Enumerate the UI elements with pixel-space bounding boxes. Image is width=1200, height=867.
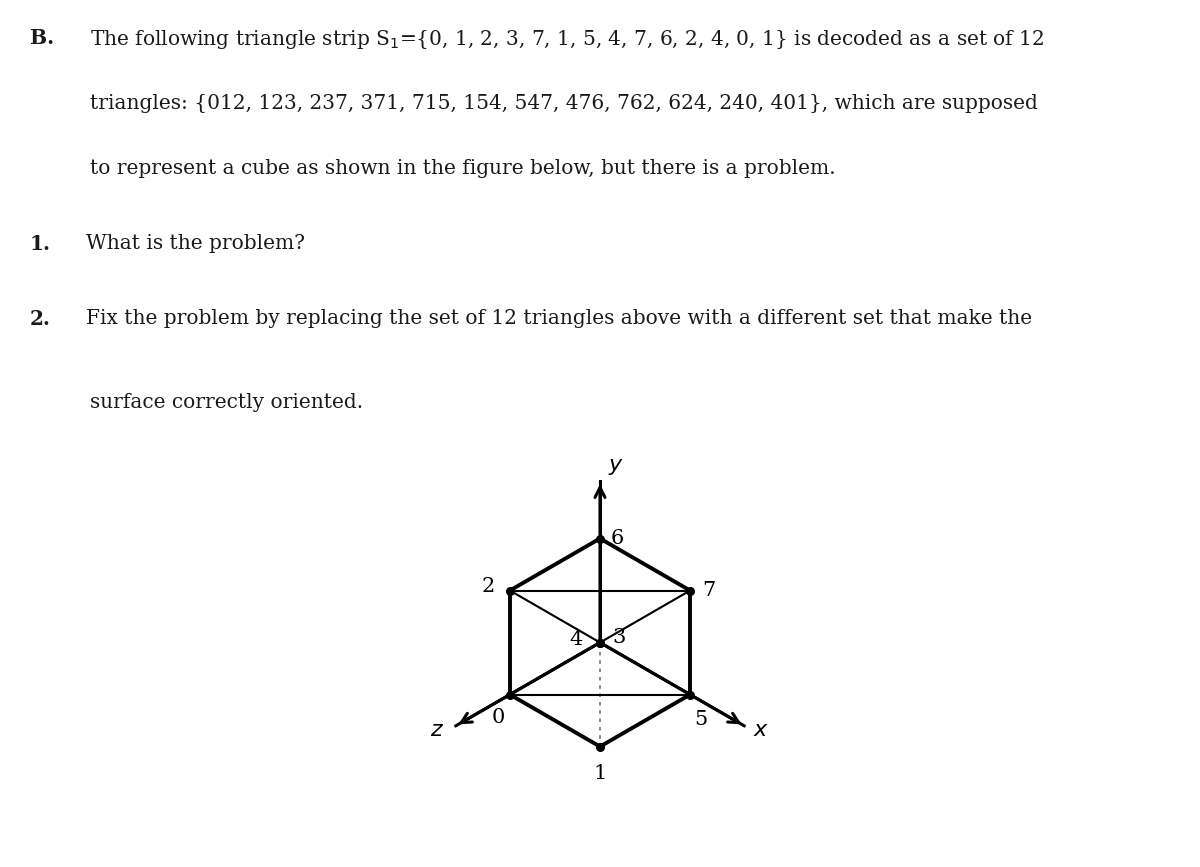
Text: 5: 5 bbox=[695, 710, 708, 729]
Text: 0: 0 bbox=[492, 708, 505, 727]
Text: surface correctly oriented.: surface correctly oriented. bbox=[90, 394, 364, 413]
Text: 2.: 2. bbox=[30, 309, 50, 329]
Text: 7: 7 bbox=[702, 581, 715, 600]
Text: What is the problem?: What is the problem? bbox=[86, 234, 305, 253]
Text: $y$: $y$ bbox=[607, 458, 624, 478]
Text: to represent a cube as shown in the figure below, but there is a problem.: to represent a cube as shown in the figu… bbox=[90, 160, 835, 179]
Text: $z$: $z$ bbox=[430, 720, 444, 740]
Text: 6: 6 bbox=[611, 529, 624, 548]
Text: $x$: $x$ bbox=[754, 720, 769, 740]
Text: 2: 2 bbox=[481, 577, 494, 596]
Text: 1.: 1. bbox=[30, 234, 50, 254]
Text: triangles: {012, 123, 237, 371, 715, 154, 547, 476, 762, 624, 240, 401}, which a: triangles: {012, 123, 237, 371, 715, 154… bbox=[90, 94, 1038, 113]
Text: 4: 4 bbox=[570, 630, 583, 649]
Text: 1: 1 bbox=[593, 764, 607, 783]
Text: Fix the problem by replacing the set of 12 triangles above with a different set : Fix the problem by replacing the set of … bbox=[86, 309, 1032, 328]
Text: B.: B. bbox=[30, 28, 54, 48]
Text: 3: 3 bbox=[612, 629, 625, 648]
Text: The following triangle strip S$_1$={0, 1, 2, 3, 7, 1, 5, 4, 7, 6, 2, 4, 0, 1} is: The following triangle strip S$_1$={0, 1… bbox=[90, 28, 1044, 51]
